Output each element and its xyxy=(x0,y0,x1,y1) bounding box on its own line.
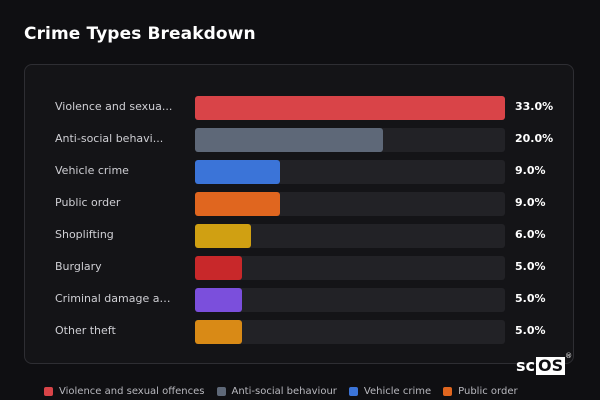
bar-track xyxy=(195,224,505,248)
logo-boxed-text: OS xyxy=(536,355,566,375)
legend-swatch xyxy=(348,387,358,396)
brand-logo: sc OS ® xyxy=(516,352,572,375)
bar-track xyxy=(195,128,505,152)
bar xyxy=(195,160,280,184)
bar-row: Anti-social behavi... 20.0% xyxy=(25,128,575,152)
category-label: Vehicle crime xyxy=(55,164,129,177)
category-label: Violence and sexua... xyxy=(55,100,173,113)
bar-track xyxy=(195,96,505,120)
value-label: 20.0% xyxy=(515,132,554,145)
bar-track xyxy=(195,160,505,184)
category-label: Anti-social behavi... xyxy=(55,132,164,145)
bar xyxy=(195,224,251,248)
value-label: 6.0% xyxy=(515,228,546,241)
bar-track xyxy=(195,192,505,216)
bar-track xyxy=(195,320,505,344)
legend-label: Violence and sexual offences xyxy=(59,386,205,397)
bar xyxy=(195,256,242,280)
legend-swatch xyxy=(443,387,453,396)
bar xyxy=(195,128,383,152)
category-label: Shoplifting xyxy=(55,228,114,241)
bar-row: Criminal damage an... 5.0% xyxy=(25,288,575,312)
legend-label: Vehicle crime xyxy=(363,386,432,397)
bar xyxy=(195,96,505,120)
legend-item: Violence and sexual offences xyxy=(44,386,205,397)
value-label: 33.0% xyxy=(515,100,554,113)
category-label: Other theft xyxy=(55,324,116,337)
bar xyxy=(195,320,242,344)
bar-row: Violence and sexua... 33.0% xyxy=(25,96,575,120)
bar xyxy=(195,288,242,312)
legend-label: Anti-social behaviour xyxy=(231,386,337,397)
bar xyxy=(195,192,280,216)
value-label: 5.0% xyxy=(515,292,546,305)
legend-item: Anti-social behaviour xyxy=(216,386,337,397)
category-label: Burglary xyxy=(55,260,102,273)
chart-title: Crime Types Breakdown xyxy=(24,24,256,44)
registered-mark: ® xyxy=(565,352,573,360)
bar-track xyxy=(195,256,505,280)
legend-swatch xyxy=(44,387,53,396)
value-label: 9.0% xyxy=(515,164,546,177)
legend-swatch xyxy=(216,387,226,396)
bar-track xyxy=(195,288,505,312)
category-label: Criminal damage an... xyxy=(55,292,173,305)
value-label: 9.0% xyxy=(515,196,546,209)
category-label: Public order xyxy=(55,196,121,209)
legend-label: Public order xyxy=(458,386,518,397)
bar-row: Other theft 5.0% xyxy=(25,320,575,344)
chart-card: Violence and sexua... 33.0% Anti-social be… xyxy=(24,64,574,364)
bar-row: Shoplifting 6.0% xyxy=(25,224,575,248)
bar-row: Public order 9.0% xyxy=(25,192,575,216)
logo-text: sc xyxy=(516,356,536,375)
bar-row: Burglary 5.0% xyxy=(25,256,575,280)
value-label: 5.0% xyxy=(515,260,546,273)
chart-legend: Violence and sexual offences Anti-social … xyxy=(44,386,530,397)
legend-item: Public order xyxy=(443,386,518,397)
legend-item: Vehicle crime xyxy=(348,386,432,397)
value-label: 5.0% xyxy=(515,324,546,337)
bar-row: Vehicle crime 9.0% xyxy=(25,160,575,184)
